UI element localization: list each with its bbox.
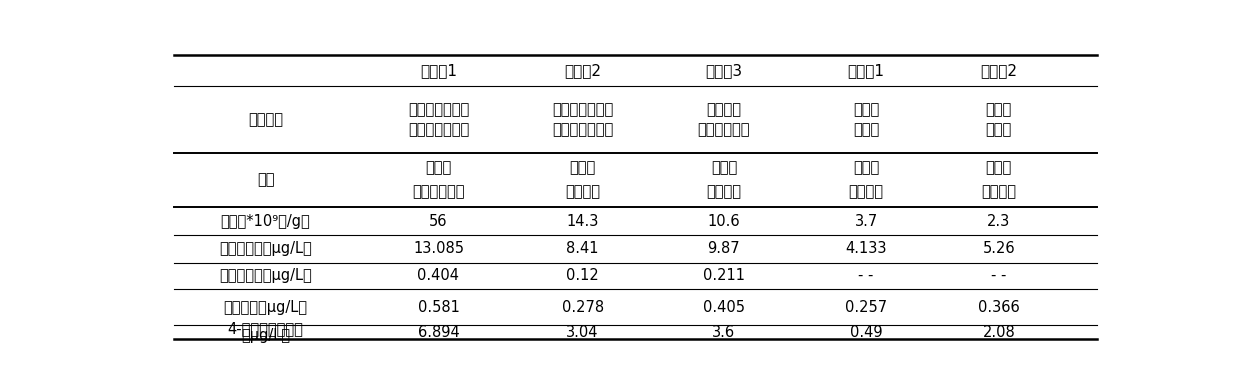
Text: 0.581: 0.581 <box>418 300 460 315</box>
Text: 实施例3: 实施例3 <box>706 63 743 78</box>
Text: 5.26: 5.26 <box>982 242 1016 257</box>
Text: 0.211: 0.211 <box>703 268 745 283</box>
Text: 4-乙烯基愈创木酚: 4-乙烯基愈创木酚 <box>228 321 304 336</box>
Text: 2.3: 2.3 <box>987 214 1011 229</box>
Text: 0.405: 0.405 <box>703 300 745 315</box>
Text: 控制方式: 控制方式 <box>248 112 283 127</box>
Text: 香气淡浮: 香气淡浮 <box>848 184 884 199</box>
Text: 6.894: 6.894 <box>418 324 459 340</box>
Text: 8.41: 8.41 <box>567 242 599 257</box>
Text: 0.366: 0.366 <box>978 300 1019 315</box>
Text: 14.3: 14.3 <box>567 214 599 229</box>
Text: 3.7: 3.7 <box>854 214 878 229</box>
Text: （μg/L）: （μg/L） <box>241 328 290 343</box>
Text: 四甲基吡嗪（μg/L）: 四甲基吡嗪（μg/L） <box>219 242 312 257</box>
Text: 实施例2: 实施例2 <box>564 63 601 78</box>
Text: 0.278: 0.278 <box>562 300 604 315</box>
Text: 4.133: 4.133 <box>846 242 887 257</box>
Text: 低温持
续通风: 低温持 续通风 <box>853 102 879 137</box>
Text: 3.04: 3.04 <box>567 324 599 340</box>
Text: 颜色浅: 颜色浅 <box>986 161 1012 175</box>
Text: 酱香浓郁: 酱香浓郁 <box>707 184 742 199</box>
Text: - -: - - <box>858 268 874 283</box>
Text: 2.08: 2.08 <box>982 324 1016 340</box>
Text: 13.085: 13.085 <box>413 242 464 257</box>
Text: 0.257: 0.257 <box>846 300 887 315</box>
Text: 0.12: 0.12 <box>567 268 599 283</box>
Text: 香气浓郁: 香气浓郁 <box>565 184 600 199</box>
Text: 颜色浅: 颜色浅 <box>853 161 879 175</box>
Text: 0.404: 0.404 <box>418 268 460 283</box>
Text: 颜色深: 颜色深 <box>711 161 737 175</box>
Text: 9.87: 9.87 <box>708 242 740 257</box>
Text: 菌数（*10⁹个/g）: 菌数（*10⁹个/g） <box>221 214 310 229</box>
Text: 56: 56 <box>429 214 448 229</box>
Text: 0.49: 0.49 <box>849 324 883 340</box>
Text: 对照例2: 对照例2 <box>981 63 1017 78</box>
Text: 感官: 感官 <box>257 172 274 187</box>
Text: - -: - - <box>991 268 1007 283</box>
Text: 3.6: 3.6 <box>712 324 735 340</box>
Text: 先梯度持续通风
后间歇温控通风: 先梯度持续通风 后间歇温控通风 <box>408 102 469 137</box>
Text: 三甲基吡嗪（μg/L）: 三甲基吡嗪（μg/L） <box>219 268 312 283</box>
Text: 先间歇温控通风
后梯度持续通风: 先间歇温控通风 后梯度持续通风 <box>552 102 614 137</box>
Text: 香气适中: 香气适中 <box>981 184 1017 199</box>
Text: 颜色深: 颜色深 <box>425 161 451 175</box>
Text: 颜色深: 颜色深 <box>569 161 595 175</box>
Text: 酱香焦香浓郁: 酱香焦香浓郁 <box>412 184 465 199</box>
Text: 高温间
歇通风: 高温间 歇通风 <box>986 102 1012 137</box>
Text: 实施例1: 实施例1 <box>420 63 458 78</box>
Text: 始终间歇
梯度温控通风: 始终间歇 梯度温控通风 <box>698 102 750 137</box>
Text: 对照例1: 对照例1 <box>848 63 884 78</box>
Text: 10.6: 10.6 <box>708 214 740 229</box>
Text: 愈创木酚（μg/L）: 愈创木酚（μg/L） <box>223 300 308 315</box>
